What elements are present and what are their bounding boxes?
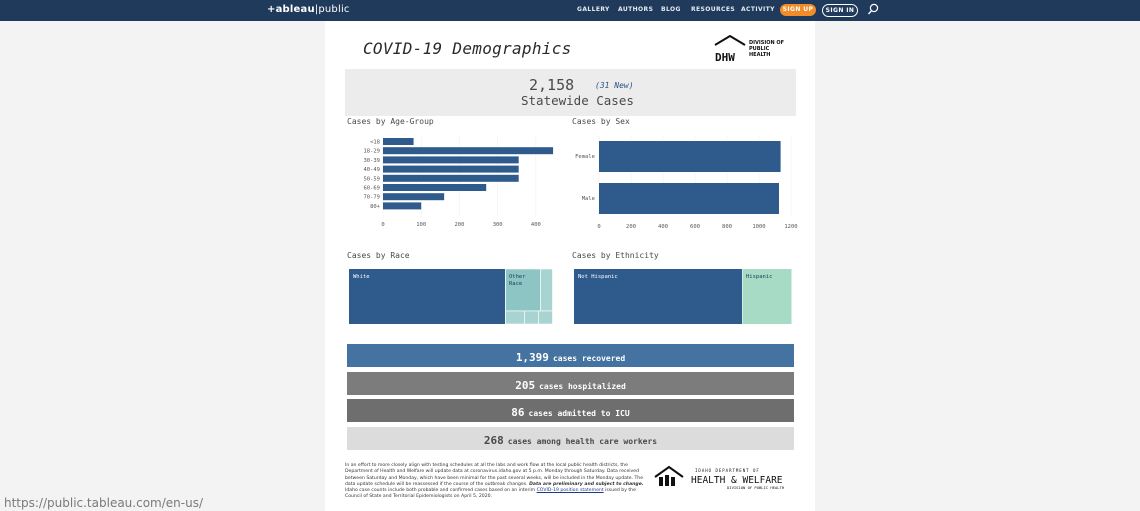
- dhw-logo: DHW: [714, 35, 746, 63]
- disclaimer-text: In an effort to more closely align with …: [345, 463, 645, 501]
- sex-chart-title: Cases by Sex: [572, 117, 630, 126]
- stat-hcw-label: cases among health care workers: [507, 437, 658, 446]
- sex-tick-label: 400: [658, 224, 668, 230]
- stat-hospitalized-number: 205: [515, 379, 536, 392]
- disclaimer-tail: Idaho case counts include both probable …: [345, 488, 536, 494]
- idhw-line3: DIVISION OF PUBLIC HEALTH: [727, 485, 785, 490]
- stat-healthcare-workers: 268 cases among health care workers: [347, 427, 794, 450]
- age-tick-label: 200: [454, 222, 464, 228]
- stat-icu-label: cases admitted to ICU: [528, 409, 630, 418]
- stat-recovered: 1,399 cases recovered: [347, 344, 794, 367]
- race-tile-white[interactable]: [349, 269, 505, 324]
- age-category-label: 80+: [370, 204, 381, 210]
- age-category-label: 18-29: [363, 149, 380, 155]
- sex-tick-label: 1200: [784, 224, 797, 230]
- dhw-logo-line2: PUBLIC: [749, 46, 770, 52]
- sex-tick-label: 1000: [752, 224, 765, 230]
- stat-recovered-number: 1,399: [515, 351, 549, 364]
- race-tile-6[interactable]: [538, 310, 553, 325]
- sex-category-label: Female: [575, 154, 595, 160]
- age-bar[interactable]: [383, 138, 414, 145]
- age-category-label: <18: [370, 140, 380, 146]
- age-bar[interactable]: [383, 184, 487, 191]
- sex-bar[interactable]: [599, 141, 781, 172]
- age-chart: 0 100 200 300 400 <18 18-29 30-39 40-49 50-59 60-6…: [363, 135, 554, 228]
- age-category-label: 40-49: [363, 167, 380, 173]
- race-tile-3[interactable]: [540, 269, 553, 312]
- age-category-label: 60-69: [363, 186, 380, 192]
- age-bar[interactable]: [383, 165, 519, 173]
- race-tile-5[interactable]: [524, 310, 539, 325]
- search-icon[interactable]: [867, 3, 879, 17]
- tableau-public-logo[interactable]: +ableau|public: [267, 4, 350, 15]
- sex-tick-label: 0: [597, 224, 600, 230]
- sex-chart: 0 200 400 600 800 1000 1200 Female Male: [575, 135, 798, 230]
- idhw-line2: HEALTH & WELFARE: [691, 475, 783, 486]
- idaho-dhw-logo: IDAHO DEPARTMENT OF HEALTH & WELFARE DIV…: [654, 465, 785, 490]
- dashboard-canvas: COVID-19 Demographics DHW DIVISION OF PU…: [325, 21, 815, 511]
- nav-blog[interactable]: BLOG: [661, 6, 681, 13]
- statewide-label: Statewide Cases: [521, 93, 634, 108]
- nav-resources[interactable]: RESOURCES: [691, 6, 736, 13]
- stat-icu-number: 86: [511, 406, 525, 419]
- nav-activity[interactable]: ACTIVITY: [741, 6, 775, 13]
- race-tile-other[interactable]: [505, 269, 541, 312]
- age-bar[interactable]: [383, 193, 445, 201]
- sex-tick-label: 800: [722, 224, 732, 230]
- age-chart-title: Cases by Age-Group: [347, 117, 434, 126]
- stat-hcw-number: 268: [483, 434, 504, 447]
- ethnicity-chart-title: Cases by Ethnicity: [572, 251, 659, 260]
- sex-tick-label: 600: [690, 224, 700, 230]
- race-label-white: White: [353, 274, 370, 280]
- race-tile-4[interactable]: [505, 310, 525, 325]
- status-url: https://public.tableau.com/en-us/: [4, 496, 207, 510]
- age-category-label: 70-79: [363, 195, 380, 201]
- dhw-logo-line3: HEALTH: [749, 52, 771, 58]
- dashboard-title: COVID-19 Demographics: [363, 39, 572, 58]
- age-bar[interactable]: [383, 174, 519, 182]
- age-tick-label: 0: [381, 222, 384, 228]
- age-category-label: 50-59: [363, 176, 380, 182]
- stat-icu: 86 cases admitted to ICU: [347, 399, 794, 422]
- age-bar[interactable]: [383, 202, 422, 210]
- age-bar[interactable]: [383, 147, 554, 155]
- age-tick-label: 100: [416, 222, 426, 228]
- age-bar[interactable]: [383, 156, 519, 164]
- sex-bar[interactable]: [599, 183, 779, 214]
- race-label-other-1: Other: [509, 274, 526, 280]
- stat-recovered-label: cases recovered: [552, 354, 626, 363]
- stat-hospitalized: 205 cases hospitalized: [347, 372, 794, 395]
- age-category-label: 30-39: [363, 158, 380, 164]
- race-label-other-2: Race: [509, 281, 522, 287]
- sign-in-button[interactable]: SIGN IN: [822, 4, 858, 17]
- dhw-logo-text: DIVISION OF PUBLIC HEALTH: [749, 40, 784, 58]
- race-treemap: White Other Race: [349, 269, 553, 325]
- sex-category-label: Male: [582, 196, 595, 202]
- statewide-banner: 2,158 (31 New) Statewide Cases: [345, 69, 796, 116]
- nav-authors[interactable]: AUTHORS: [618, 6, 654, 13]
- dhw-logo-abbrev: DHW: [715, 51, 735, 63]
- ethnicity-tile-hispanic[interactable]: [742, 269, 792, 324]
- race-chart-title: Cases by Race: [347, 251, 410, 260]
- disclaimer-bold: Data are preliminary and subject to chan…: [529, 481, 644, 487]
- nav-gallery[interactable]: GALLERY: [577, 6, 610, 13]
- ethnicity-tile-not-hispanic[interactable]: [574, 269, 742, 324]
- stat-hospitalized-label: cases hospitalized: [539, 382, 626, 391]
- age-tick-label: 400: [531, 222, 541, 228]
- disclaimer-end: issued by the Council of State and Terri…: [345, 488, 636, 500]
- sex-tick-label: 200: [626, 224, 636, 230]
- sign-up-button[interactable]: SIGN UP: [780, 4, 816, 16]
- position-statement-link[interactable]: COVID-19 position statement: [536, 488, 604, 494]
- ethnicity-treemap: Not Hispanic Hispanic: [574, 269, 792, 324]
- total-cases: 2,158: [529, 76, 575, 94]
- ethnicity-label-hispanic: Hispanic: [746, 274, 773, 280]
- dhw-logo-line1: DIVISION OF: [749, 40, 785, 46]
- top-nav: +ableau|public GALLERY AUTHORS BLOG RESO…: [0, 0, 1140, 21]
- age-tick-label: 300: [493, 222, 503, 228]
- new-cases: (31 New): [595, 81, 634, 90]
- idhw-line1: IDAHO DEPARTMENT OF: [695, 468, 760, 473]
- disclaimer-main: In an effort to more closely align with …: [345, 463, 644, 487]
- ethnicity-label-not-hispanic: Not Hispanic: [578, 274, 618, 280]
